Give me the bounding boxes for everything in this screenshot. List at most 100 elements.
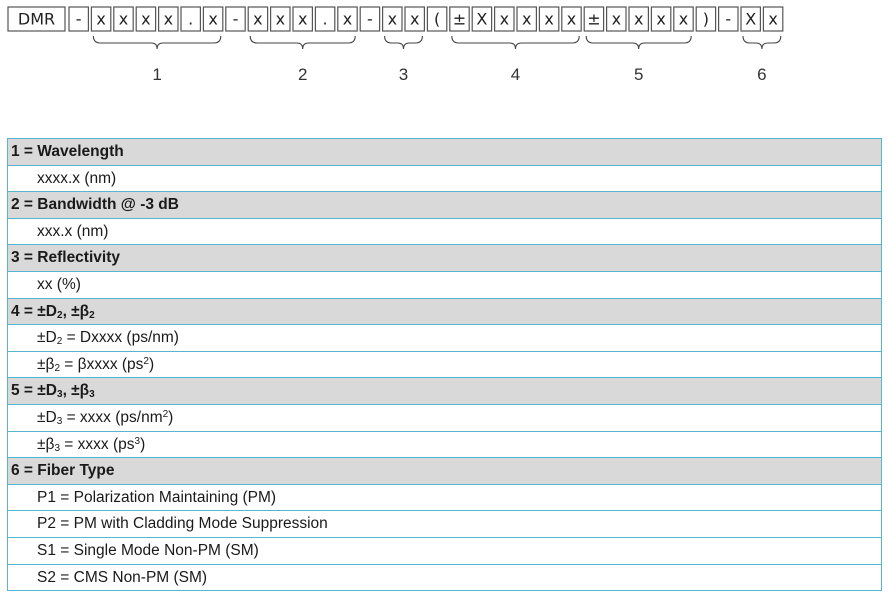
code-cell-box	[605, 6, 627, 32]
legend-text: ±D	[37, 408, 57, 426]
code-cell-box	[359, 6, 381, 32]
code-cell-char: x	[276, 10, 285, 29]
code-cell-box	[158, 6, 179, 32]
code-cell-box	[247, 6, 269, 32]
group-brace	[451, 35, 580, 50]
group-number-label: 4	[511, 65, 520, 84]
code-cell-char: x	[544, 10, 553, 29]
code-cell-box	[516, 6, 537, 32]
subscript-text: 2	[54, 362, 60, 374]
code-cell-char: x	[343, 10, 352, 29]
code-cell-char: x	[656, 10, 665, 29]
legend-item-cell: ±β2 = βxxxx (ps2)	[7, 350, 882, 379]
subscript-text: 3	[56, 415, 63, 427]
code-cell-char: .	[188, 10, 193, 29]
legend-group-header: 2 = Bandwidth @ -3 dB	[7, 191, 882, 219]
code-cell-char: .	[323, 10, 328, 29]
code-cell-box	[90, 6, 112, 32]
subscript-text: 3	[89, 389, 95, 401]
code-cell-char: -	[725, 10, 731, 29]
group-brace	[384, 35, 423, 50]
legend-text: 5 = ±D	[11, 382, 57, 400]
legend-text: 1 = Wavelength	[11, 143, 124, 161]
code-cell-char: -	[367, 10, 373, 29]
code-cell-char: X	[745, 10, 756, 29]
legend-item-row: S2 = CMS Non-PM (SM)	[7, 563, 882, 592]
legend-text: = xxxx (ps	[60, 435, 135, 453]
legend-group-header: 5 = ±D3, ±β3	[7, 377, 882, 405]
legend-header-cell: 5 = ±D3, ±β3	[7, 377, 882, 405]
legend-group-header: 6 = Fiber Type	[7, 457, 882, 485]
code-cell-char: X	[476, 10, 487, 29]
legend-item-row: ±β2 = βxxxx (ps2)	[7, 350, 882, 379]
code-cell-box	[449, 6, 470, 32]
code-cell-box	[314, 6, 336, 32]
legend-item-row: P1 = Polarization Maintaining (PM)	[7, 483, 882, 512]
code-cell-box	[202, 6, 224, 32]
code-cell-box	[426, 6, 448, 32]
code-prefix-box	[7, 6, 66, 32]
group-brace	[249, 35, 356, 50]
code-cell-box	[695, 6, 717, 32]
code-cell-box	[538, 6, 560, 32]
legend-item-row: ±D3 = xxxx (ps/nm2)	[7, 403, 882, 432]
legend-item-cell: P1 = Polarization Maintaining (PM)	[7, 483, 882, 512]
code-cell-char: x	[119, 10, 128, 29]
code-cell-box	[740, 6, 761, 32]
code-cell-box	[270, 6, 291, 32]
legend-text: xxxx.x (nm)	[37, 169, 117, 187]
superscript-text: 2	[143, 355, 149, 367]
legend-item-cell: xxxx.x (nm)	[7, 164, 882, 193]
code-cell-box	[337, 6, 358, 32]
legend-item-row: xx (%)	[7, 270, 882, 299]
code-cell-box	[561, 6, 582, 32]
legend-item-cell: S1 = Single Mode Non-PM (SM)	[7, 536, 882, 565]
legend-header-cell: 4 = ±D2, ±β2	[7, 297, 882, 326]
code-cell-char: x	[500, 10, 509, 29]
group-number-label: 1	[152, 65, 161, 84]
legend-item-row: ±D2 = Dxxxx (ps/nm)	[7, 324, 882, 352]
legend-text: xx (%)	[37, 276, 81, 294]
code-cell-char: x	[522, 10, 531, 29]
legend-text: P1 = Polarization Maintaining (PM)	[37, 488, 277, 506]
legend-item-row: xxx.x (nm)	[7, 217, 882, 246]
code-cell-box	[673, 6, 694, 32]
code-cell-char: )	[703, 10, 709, 29]
legend-text: = βxxxx (ps	[60, 355, 144, 373]
code-cell-char: x	[679, 10, 688, 29]
code-cell-char: -	[76, 10, 82, 29]
legend-text: 6 = Fiber Type	[11, 462, 115, 480]
code-cell-char: x	[388, 10, 397, 29]
group-brace	[585, 35, 692, 50]
code-cell-char: x	[612, 10, 621, 29]
legend-header-cell: 6 = Fiber Type	[7, 457, 882, 485]
legend-item-row: xxxx.x (nm)	[7, 164, 882, 193]
code-cell-box	[292, 6, 313, 32]
code-cell-box	[628, 6, 649, 32]
legend-text: ±β	[37, 355, 55, 373]
superscript-text: 3	[134, 435, 141, 447]
code-cell-char: ±	[453, 10, 466, 29]
legend-item-cell: xx (%)	[7, 270, 882, 299]
legend-text: 4 = ±D	[11, 302, 57, 320]
legend-header-cell: 2 = Bandwidth @ -3 dB	[7, 191, 882, 219]
legend-item-cell: P2 = PM with Cladding Mode Suppression	[7, 510, 882, 538]
code-cell-char: x	[634, 10, 643, 29]
code-cell-char: (	[434, 10, 440, 29]
legend-item-cell: ±β3 = xxxx (ps3)	[7, 430, 882, 459]
legend-text: = Dxxxx (ps/nm)	[62, 329, 179, 347]
legend-group-header: 4 = ±D2, ±β2	[7, 297, 882, 326]
legend-text: )	[148, 355, 155, 373]
legend-text: S2 = CMS Non-PM (SM)	[37, 568, 208, 586]
legend-item-cell: ±D3 = xxxx (ps/nm2)	[7, 403, 882, 432]
code-cell-box	[225, 6, 246, 32]
subscript-text: 2	[57, 309, 63, 321]
legend-text: P2 = PM with Cladding Mode Suppression	[37, 515, 328, 533]
code-cell-box	[404, 6, 425, 32]
legend-text: )	[168, 408, 174, 426]
legend-text: , ±β	[62, 302, 90, 320]
code-cell-box	[650, 6, 672, 32]
code-cell-box	[113, 6, 134, 32]
code-cell-char: x	[567, 10, 576, 29]
